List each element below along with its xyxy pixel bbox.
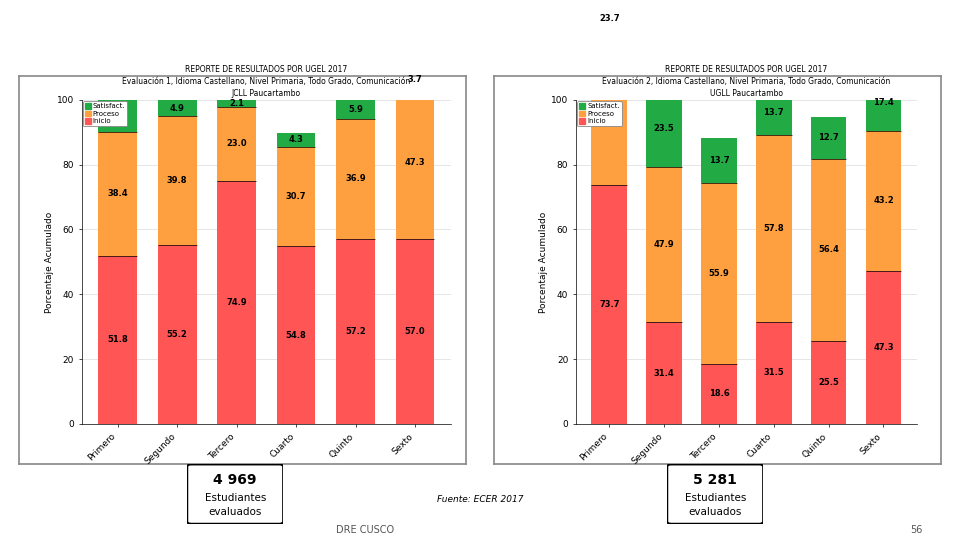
Text: 47.3: 47.3 [405, 158, 425, 167]
FancyBboxPatch shape [187, 464, 283, 524]
Text: 13.7: 13.7 [708, 156, 730, 165]
Text: 36.9: 36.9 [346, 174, 366, 183]
Text: 57.0: 57.0 [405, 327, 425, 336]
Bar [756, 134, 792, 322]
Bar [866, 271, 901, 424]
Text: evaluados: evaluados [688, 507, 742, 517]
Text: 73.7: 73.7 [599, 300, 619, 309]
Text: 17.4: 17.4 [873, 98, 894, 107]
Bar [396, 239, 435, 424]
Text: 56: 56 [911, 525, 923, 535]
Text: 4.3: 4.3 [289, 136, 303, 144]
Bar [157, 100, 197, 116]
Bar [646, 322, 682, 424]
Text: 2.1: 2.1 [229, 99, 244, 108]
Bar [811, 117, 847, 159]
Bar [336, 119, 375, 239]
Bar [591, 185, 627, 424]
Legend: Satisfact., Proceso, Inicio: Satisfact., Proceso, Inicio [577, 102, 622, 126]
Text: 23.7: 23.7 [599, 14, 619, 23]
Text: 5 281: 5 281 [693, 474, 737, 488]
Title: REPORTE DE RESULTADOS POR UGEL 2017
Evaluación 2, Idioma Castellano, Nivel Prima: REPORTE DE RESULTADOS POR UGEL 2017 Eval… [602, 65, 891, 98]
Bar [396, 74, 435, 86]
Text: 25.5: 25.5 [818, 378, 839, 387]
Text: 23.5: 23.5 [654, 124, 675, 133]
Bar [756, 322, 792, 424]
Bar [396, 86, 435, 239]
Bar [811, 341, 847, 424]
Text: 74.9: 74.9 [227, 298, 247, 307]
Text: 23.0: 23.0 [227, 139, 247, 148]
Bar [701, 183, 737, 363]
Text: Estudiantes: Estudiantes [204, 492, 266, 503]
Text: 31.5: 31.5 [763, 368, 784, 377]
Legend: Satisfact., Proceso, Inicio: Satisfact., Proceso, Inicio [83, 102, 128, 126]
Text: 3.7: 3.7 [408, 76, 422, 84]
Text: 4.9: 4.9 [170, 104, 184, 113]
Text: 12.7: 12.7 [818, 133, 839, 143]
Bar [336, 100, 375, 119]
Bar [866, 131, 901, 271]
Text: 9.8: 9.8 [110, 111, 125, 120]
Bar [591, 0, 627, 57]
Bar [157, 245, 197, 424]
Text: 54.8: 54.8 [286, 330, 306, 340]
Text: Estudiantes: Estudiantes [684, 492, 746, 503]
Y-axis label: Porcentaje Acumulado: Porcentaje Acumulado [45, 211, 54, 313]
Text: 51.8: 51.8 [108, 335, 128, 345]
Text: 56.4: 56.4 [818, 245, 839, 254]
Text: 18.6: 18.6 [708, 389, 730, 399]
Bar [157, 116, 197, 245]
Bar [99, 100, 137, 132]
Text: 55.9: 55.9 [708, 268, 730, 278]
Bar [866, 75, 901, 131]
Text: UGEL PAUCARTAMBO: RESULTADOS ECER 2017 – NIVEL PRIMARIA - COMUNICACIÓN: UGEL PAUCARTAMBO: RESULTADOS ECER 2017 –… [76, 30, 884, 48]
Bar [701, 363, 737, 424]
Title: REPORTE DE RESULTADOS POR UGEL 2017
Evaluación 1, Idioma Castellano, Nivel Prima: REPORTE DE RESULTADOS POR UGEL 2017 Eval… [122, 65, 411, 98]
Bar [99, 132, 137, 256]
Text: 13.7: 13.7 [763, 108, 784, 117]
Text: 55.2: 55.2 [167, 330, 187, 339]
Text: 43.2: 43.2 [873, 196, 894, 205]
Bar [756, 90, 792, 134]
Bar [276, 133, 316, 147]
Bar [276, 147, 316, 246]
Text: DRE CUSCO: DRE CUSCO [336, 525, 394, 535]
Text: 39.8: 39.8 [167, 176, 187, 185]
Text: 57.2: 57.2 [346, 327, 366, 336]
Text: 47.3: 47.3 [874, 343, 894, 352]
Text: 5.9: 5.9 [348, 105, 363, 114]
Text: 57.8: 57.8 [763, 224, 784, 233]
Text: 47.9: 47.9 [654, 240, 675, 249]
Text: 39.6: 39.6 [599, 117, 619, 125]
Bar [701, 138, 737, 183]
Text: 4 969: 4 969 [213, 474, 257, 488]
Text: Fuente: ECER 2017: Fuente: ECER 2017 [437, 495, 523, 504]
Text: 38.4: 38.4 [108, 190, 128, 198]
Bar [217, 100, 256, 107]
Bar [591, 57, 627, 185]
Bar [217, 181, 256, 424]
Text: 30.7: 30.7 [286, 192, 306, 201]
Bar [336, 239, 375, 424]
Text: evaluados: evaluados [208, 507, 262, 517]
Bar [276, 246, 316, 424]
Bar [99, 256, 137, 424]
Bar [646, 167, 682, 322]
Bar [646, 91, 682, 167]
Text: 31.4: 31.4 [654, 368, 675, 377]
Bar [217, 107, 256, 181]
Y-axis label: Porcentaje Acumulado: Porcentaje Acumulado [540, 211, 548, 313]
Bar [811, 159, 847, 341]
FancyBboxPatch shape [667, 464, 763, 524]
